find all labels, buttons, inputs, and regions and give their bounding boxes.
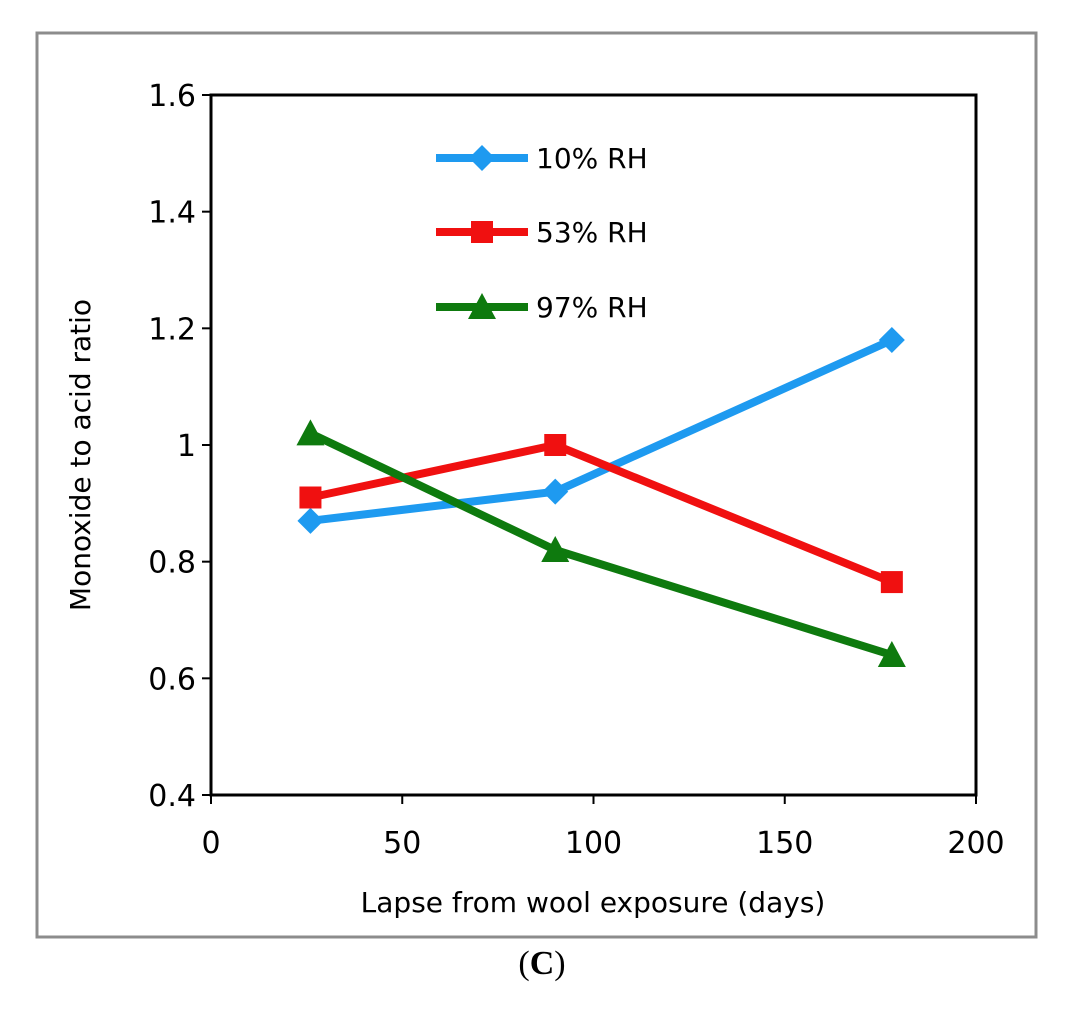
legend-marker — [468, 293, 496, 319]
data-point — [541, 536, 570, 562]
legend-marker — [471, 221, 493, 243]
y-axis-ticks: 0.4 0.6 0.8 1 1.2 1.4 1.6 — [148, 79, 211, 814]
x-tick-label: 150 — [756, 826, 813, 861]
x-tick-label: 50 — [383, 826, 421, 861]
x-tick-label: 200 — [947, 826, 1004, 861]
x-tick-label: 0 — [201, 826, 220, 861]
x-axis-ticks: 0 50 100 150 200 — [201, 795, 1005, 861]
data-point — [880, 571, 903, 594]
legend-label: 97% RH — [536, 291, 648, 324]
legend: 10% RH 53% RH 97% RH — [436, 142, 648, 324]
y-tick-label: 1 — [177, 429, 196, 464]
data-point — [544, 434, 567, 456]
data-point — [878, 327, 905, 353]
legend-label: 53% RH — [536, 216, 648, 249]
y-tick-label: 1.6 — [148, 79, 196, 114]
series-layer — [296, 327, 906, 667]
data-point — [296, 419, 325, 446]
chart-figure: 0.4 0.6 0.8 1 1.2 1.4 1.6 0 50 100 150 200 10% RH 5… — [35, 31, 1038, 939]
x-axis-title: Lapse from wool exposure (days) — [361, 886, 826, 919]
data-point — [297, 507, 324, 534]
y-axis-title: Monoxide to acid ratio — [64, 299, 97, 611]
y-tick-label: 0.6 — [148, 662, 196, 697]
y-tick-label: 1.2 — [148, 312, 196, 347]
panel-label-letter: C — [529, 945, 555, 982]
legend-marker — [469, 145, 495, 171]
panel-label: (C) — [518, 945, 566, 982]
data-point — [299, 486, 322, 509]
x-tick-label: 100 — [565, 826, 622, 861]
y-tick-label: 0.4 — [148, 779, 196, 814]
data-point — [877, 641, 906, 667]
y-tick-label: 1.4 — [148, 196, 196, 231]
data-point — [542, 478, 569, 505]
legend-label: 10% RH — [536, 142, 648, 175]
y-tick-label: 0.8 — [148, 546, 196, 581]
